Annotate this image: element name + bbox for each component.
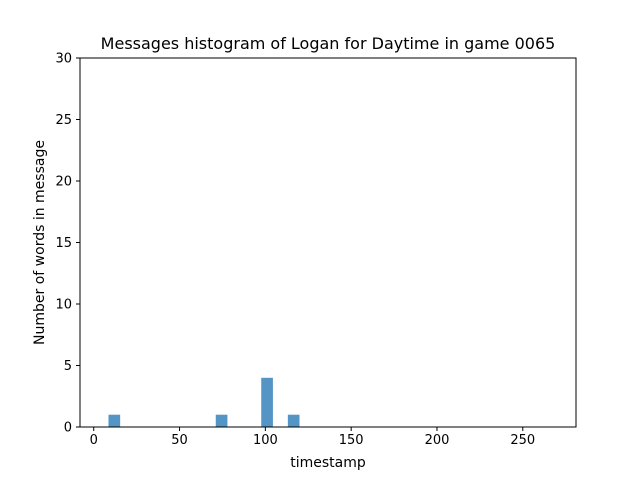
y-axis-label: Number of words in message: [32, 140, 48, 345]
x-tick-label: 150: [339, 433, 364, 448]
bars-layer: [108, 377, 300, 427]
histogram-bar-0: [108, 414, 121, 427]
y-tick-label: 20: [55, 175, 72, 190]
y-tick-label: 10: [55, 298, 72, 313]
x-axis-ticks: 0 50 100 150 200 250: [90, 427, 535, 448]
y-tick-label: 15: [55, 236, 72, 251]
y-tick-label: 5: [64, 359, 72, 374]
x-tick-label: 200: [425, 433, 450, 448]
chart-title: Messages histogram of Logan for Daytime …: [101, 34, 556, 53]
y-tick-label: 0: [64, 421, 72, 436]
x-tick-label: 50: [171, 433, 188, 448]
y-tick-label: 30: [55, 52, 72, 67]
histogram-bar-3: [287, 414, 300, 427]
x-axis-label: timestamp: [290, 455, 366, 471]
x-tick-label: 250: [510, 433, 535, 448]
x-tick-label: 0: [90, 433, 98, 448]
y-axis-ticks: 0 5 10 15 20 25 30: [55, 52, 80, 436]
y-tick-label: 25: [55, 113, 72, 128]
x-tick-label: 100: [253, 433, 278, 448]
plot-frame: [79, 57, 577, 428]
histogram-bar-2: [261, 377, 273, 427]
histogram-bar-1: [215, 414, 228, 427]
